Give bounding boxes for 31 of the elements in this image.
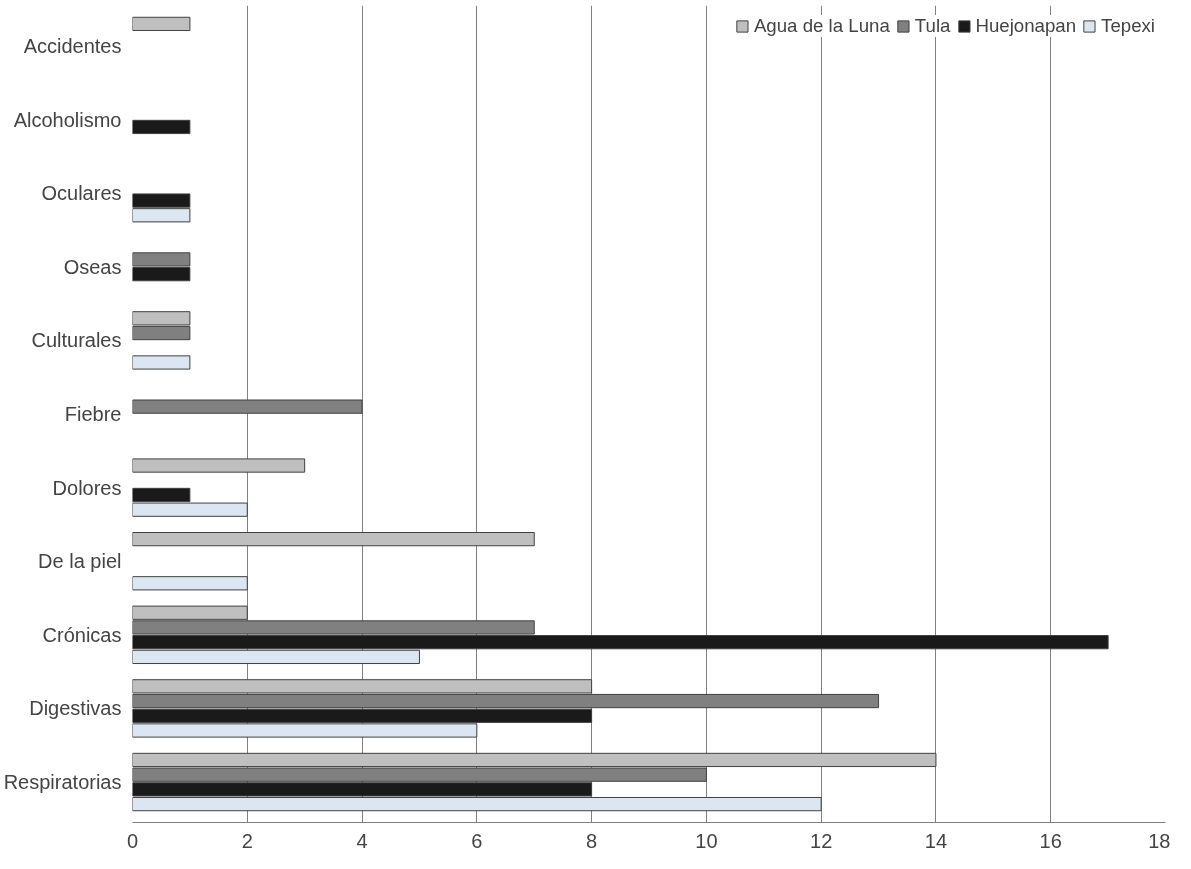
x-tick-label: 12	[810, 829, 833, 852]
x-tick-label: 18	[1148, 829, 1171, 852]
y-tick-label: Accidentes	[23, 34, 122, 57]
y-tick-label: De la piel	[38, 550, 122, 573]
y-tick-label: Oculares	[41, 182, 122, 205]
x-tick-label: 4	[356, 829, 368, 852]
y-tick-label: Fiebre	[64, 403, 122, 425]
y-tick-label: Crónicas	[42, 623, 122, 646]
x-tick-label: 6	[471, 829, 483, 852]
bar	[132, 458, 306, 473]
legend-label: Tepexi	[1101, 15, 1155, 37]
bar	[132, 119, 191, 135]
y-tick-label: Culturales	[31, 329, 122, 352]
bar	[132, 355, 191, 370]
legend-label: Agua de la Luna	[753, 15, 890, 37]
y-tick-label: Respiratorias	[3, 771, 122, 794]
x-tick-label: 14	[924, 829, 948, 852]
y-tick-label: Alcoholismo	[13, 108, 122, 131]
y-tick-label: Digestivas	[29, 697, 122, 720]
legend-label: Huejonapan	[975, 15, 1077, 37]
x-tick-label: 0	[126, 829, 139, 852]
x-tick-label: 10	[695, 829, 718, 852]
bar	[132, 532, 535, 547]
y-tick-label: Dolores	[52, 476, 122, 499]
legend-label: Tula	[914, 15, 951, 37]
bar	[132, 16, 191, 32]
y-tick-label: Oseas	[63, 255, 122, 278]
x-tick-label: 16	[1039, 829, 1062, 852]
bar	[132, 576, 248, 591]
x-tick-label: 2	[241, 829, 253, 852]
x-tick-label: 8	[586, 829, 598, 852]
